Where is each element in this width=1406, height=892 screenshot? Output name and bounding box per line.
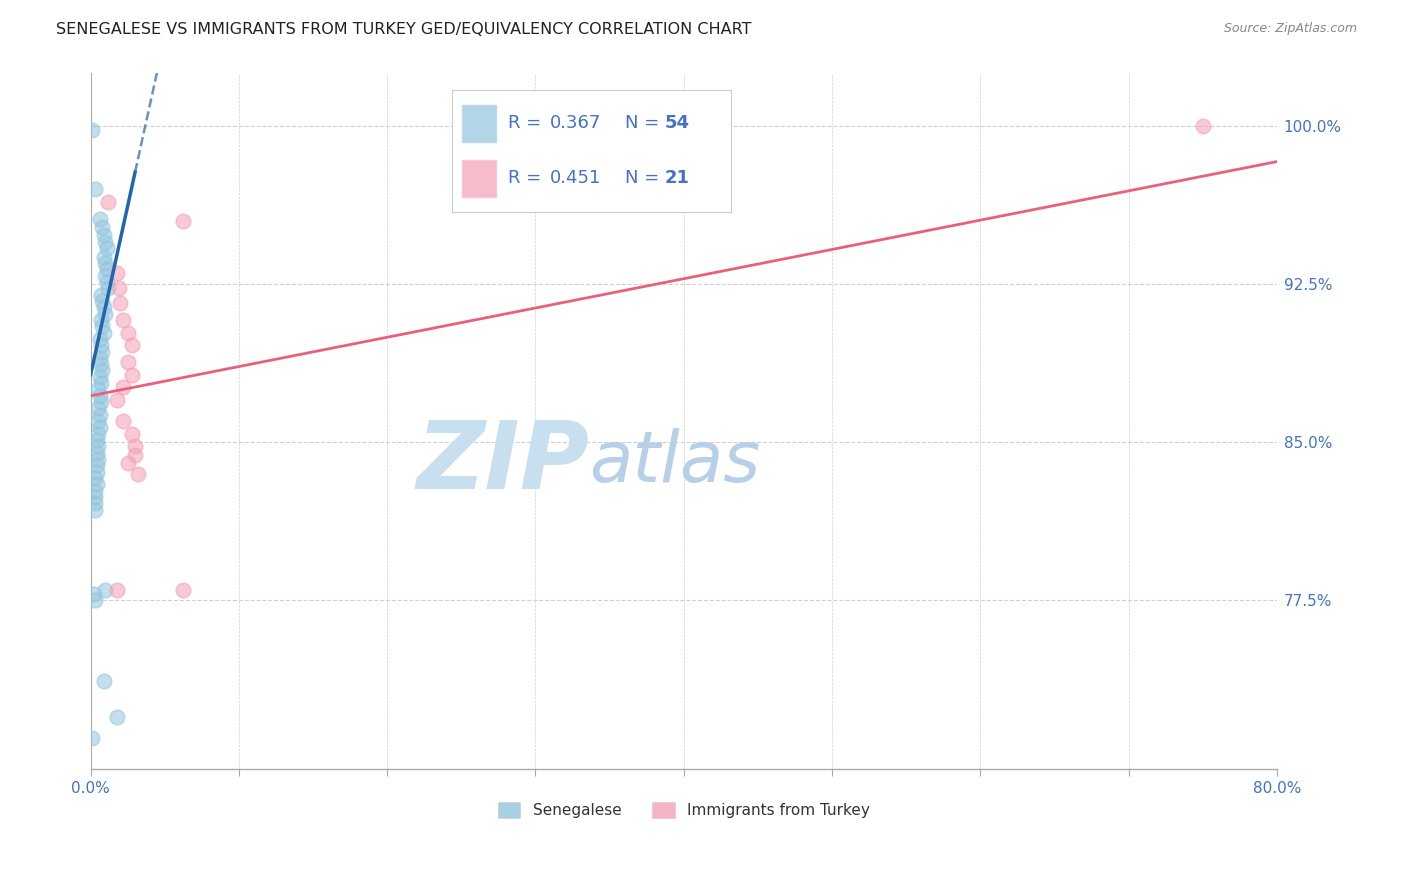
Point: [87, 414, 110, 428]
Point: [121, 368, 143, 382]
Point: [84, 182, 107, 196]
Point: [91, 363, 114, 377]
Point: [90, 357, 112, 371]
Point: [172, 213, 194, 227]
Point: [84, 496, 107, 510]
Point: [112, 414, 135, 428]
Point: [105, 392, 128, 407]
Point: [82, 731, 104, 745]
Point: [93, 300, 115, 314]
Point: [105, 267, 128, 281]
Point: [96, 262, 118, 277]
Point: [117, 355, 139, 369]
Point: [97, 194, 120, 209]
Point: [94, 582, 117, 597]
Point: [86, 433, 108, 447]
Point: [117, 456, 139, 470]
Point: [94, 268, 117, 283]
Point: [91, 220, 114, 235]
Point: [117, 326, 139, 340]
Point: [110, 296, 132, 310]
Point: [84, 490, 107, 504]
Point: [84, 593, 107, 607]
Point: [86, 458, 108, 473]
Point: [86, 465, 108, 479]
Point: [87, 440, 110, 454]
Point: [89, 389, 111, 403]
Point: [87, 426, 110, 441]
Point: [172, 582, 194, 597]
Text: ZIP: ZIP: [416, 417, 589, 509]
Point: [93, 673, 115, 688]
Point: [90, 338, 112, 352]
Text: Source: ZipAtlas.com: Source: ZipAtlas.com: [1223, 22, 1357, 36]
Point: [91, 319, 114, 334]
Point: [112, 380, 135, 394]
Point: [94, 235, 117, 249]
Point: [86, 446, 108, 460]
Point: [112, 313, 135, 327]
Point: [91, 344, 114, 359]
Point: [97, 281, 120, 295]
Point: [89, 211, 111, 226]
Point: [90, 395, 112, 409]
Point: [93, 326, 115, 340]
Point: [121, 338, 143, 352]
Point: [93, 250, 115, 264]
Point: [89, 369, 111, 384]
Point: [87, 452, 110, 467]
Point: [91, 293, 114, 308]
Point: [87, 401, 110, 416]
Point: [84, 483, 107, 498]
Point: [89, 408, 111, 422]
Legend: Senegalese, Immigrants from Turkey: Senegalese, Immigrants from Turkey: [491, 797, 876, 824]
Point: [96, 275, 118, 289]
Point: [87, 383, 110, 397]
Point: [105, 709, 128, 723]
Point: [86, 477, 108, 491]
Point: [89, 351, 111, 365]
Point: [89, 332, 111, 346]
Point: [84, 502, 107, 516]
Point: [121, 426, 143, 441]
Point: [96, 241, 118, 255]
Point: [82, 123, 104, 137]
Point: [83, 587, 105, 601]
Point: [124, 440, 146, 454]
Point: [124, 448, 146, 462]
Point: [93, 228, 115, 243]
Point: [94, 256, 117, 270]
Text: atlas: atlas: [589, 428, 761, 498]
Point: [94, 306, 117, 320]
Point: [90, 376, 112, 391]
Point: [90, 287, 112, 301]
Point: [1191, 119, 1213, 133]
Text: SENEGALESE VS IMMIGRANTS FROM TURKEY GED/EQUIVALENCY CORRELATION CHART: SENEGALESE VS IMMIGRANTS FROM TURKEY GED…: [56, 22, 752, 37]
Point: [90, 313, 112, 327]
Point: [105, 582, 128, 597]
Point: [89, 420, 111, 434]
Point: [84, 471, 107, 485]
Point: [127, 467, 149, 481]
Point: [107, 281, 129, 295]
